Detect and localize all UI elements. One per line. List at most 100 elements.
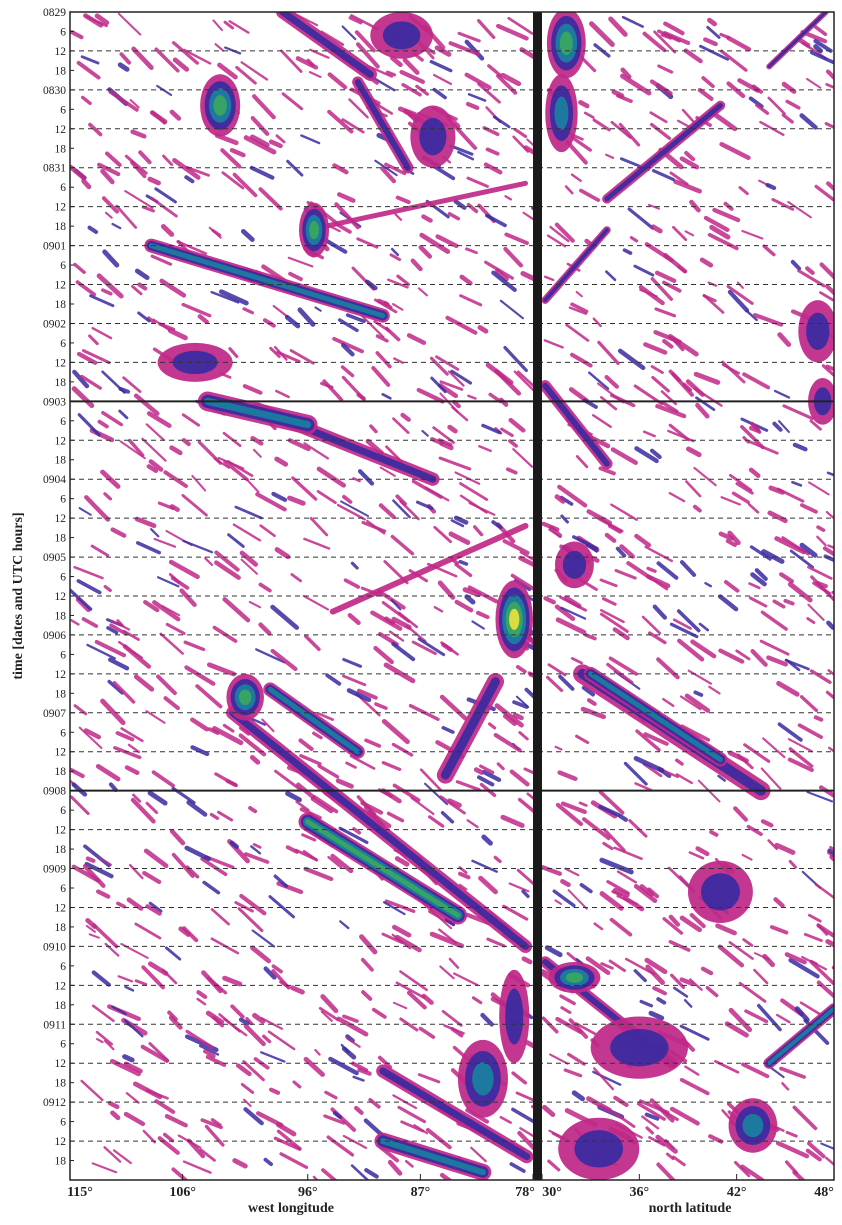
field-speck	[741, 229, 764, 240]
field-speck	[80, 1079, 104, 1102]
field-speck	[380, 166, 397, 184]
field-speck	[624, 957, 656, 976]
field-streak	[376, 1064, 533, 1164]
field-speck	[429, 356, 449, 376]
field-speck	[738, 186, 749, 196]
field-speck	[97, 162, 121, 177]
field-speck	[656, 997, 667, 1005]
field-speck	[602, 841, 614, 851]
field-speck	[262, 318, 276, 328]
field-speck	[459, 274, 473, 286]
field-speck	[615, 546, 627, 558]
field-speck	[628, 819, 648, 838]
field-streak	[542, 226, 611, 304]
field-speck	[464, 72, 492, 90]
field-speck	[432, 73, 453, 86]
field-speck	[502, 539, 530, 555]
field-speck	[134, 979, 148, 986]
field-speck	[391, 642, 416, 662]
field-speck	[675, 773, 693, 785]
field-speck	[791, 480, 803, 487]
field-speck	[783, 598, 795, 606]
field-speck	[370, 75, 396, 92]
field-speck	[234, 901, 254, 913]
field-speck	[500, 72, 522, 87]
field-speck	[728, 941, 754, 960]
field-speck	[560, 801, 587, 815]
field-speck	[670, 973, 686, 990]
field-speck	[524, 687, 533, 699]
field-speck	[158, 322, 176, 331]
ytick-hour: 18	[55, 1078, 67, 1090]
field-speck	[392, 499, 411, 519]
field-speck	[462, 587, 482, 598]
field-speck	[286, 159, 304, 177]
field-speck	[502, 713, 517, 726]
field-speck	[809, 50, 834, 65]
field-speck	[492, 115, 511, 129]
field-speck	[444, 918, 455, 927]
field-speck	[457, 150, 475, 161]
field-speck	[491, 270, 517, 292]
field-speck	[585, 956, 611, 976]
field-blob	[554, 541, 594, 589]
ytick-hour: 12	[55, 124, 67, 136]
field-speck	[493, 855, 502, 864]
ytick-date: 0904	[43, 474, 66, 486]
field-speck	[252, 1012, 266, 1024]
field-speck	[775, 1140, 810, 1159]
field-speck	[748, 596, 768, 608]
field-speck	[146, 464, 159, 474]
field-speck	[459, 494, 488, 514]
xtick-label: 48°	[814, 1185, 834, 1200]
field-speck	[433, 525, 452, 544]
ytick-hour: 6	[60, 649, 66, 661]
field-speck	[243, 1107, 264, 1126]
field-speck	[348, 16, 363, 25]
field-speck	[133, 393, 160, 416]
field-speck	[352, 477, 361, 483]
field-speck	[495, 23, 529, 41]
field-speck	[719, 141, 751, 161]
field-speck	[95, 1037, 104, 1044]
field-speck	[517, 1130, 533, 1151]
field-speck	[493, 732, 522, 753]
ytick-hour: 18	[55, 221, 67, 233]
ytick-hour: 6	[60, 494, 66, 506]
field-speck	[400, 412, 411, 422]
field-speck	[95, 1030, 114, 1046]
field-speck	[228, 20, 250, 34]
field-speck	[695, 396, 716, 411]
field-speck	[523, 767, 533, 775]
field-speck	[656, 657, 680, 680]
field-speck	[750, 572, 767, 587]
field-speck	[746, 824, 763, 837]
field-speck	[327, 855, 343, 869]
field-speck	[655, 1134, 678, 1154]
ytick-hour: 6	[60, 338, 66, 350]
field-speck	[581, 685, 595, 697]
field-streak	[602, 100, 726, 204]
field-speck	[445, 315, 478, 335]
field-speck	[347, 613, 361, 626]
field-speck	[75, 280, 97, 297]
field-speck	[418, 245, 433, 259]
field-speck	[557, 484, 588, 508]
field-speck	[557, 770, 578, 781]
field-band	[267, 686, 361, 755]
field-speck	[172, 41, 199, 65]
field-speck	[799, 542, 818, 558]
field-speck	[693, 466, 717, 487]
field-speck	[526, 792, 533, 800]
ytick-hour: 18	[55, 766, 67, 778]
field-speck	[304, 634, 321, 652]
field-speck	[205, 1055, 227, 1067]
field-speck	[682, 382, 693, 392]
field-speck	[399, 970, 428, 992]
field-speck	[683, 48, 703, 64]
field-band	[565, 972, 584, 983]
field-speck	[604, 375, 620, 389]
xtick-label: 87°	[411, 1185, 431, 1200]
ytick-date: 0910	[43, 941, 66, 953]
field-speck	[73, 262, 86, 274]
